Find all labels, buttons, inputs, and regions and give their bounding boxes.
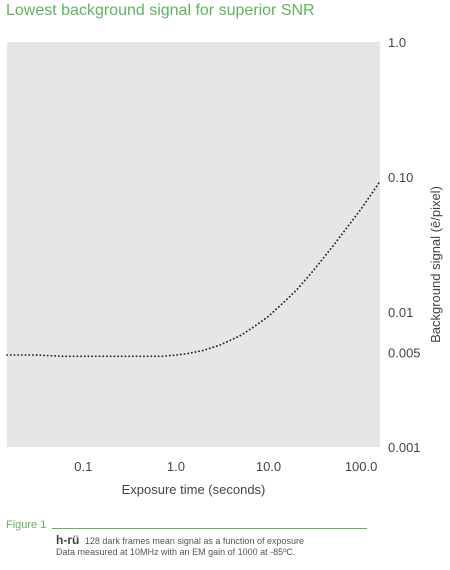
figure-label: Figure 1 — [6, 519, 47, 531]
y-tick-labels: 1.0 0.10 0.01 0.005 0.001 — [388, 35, 421, 455]
x-tick-label: 100.0 — [345, 459, 378, 474]
series-layer — [6, 180, 381, 358]
chart-title: Lowest background signal for superior SN… — [6, 2, 315, 19]
x-axis-title: Exposure time (seconds) — [122, 482, 266, 497]
caption-line-2: Data measured at 10MHz with an EM gain o… — [56, 547, 296, 557]
x-tick-label: 0.1 — [74, 459, 92, 474]
y-tick-label: 1.0 — [388, 35, 406, 50]
caption-line-1: 128 dark frames mean signal as a functio… — [84, 536, 304, 546]
y-tick-label: 0.005 — [388, 346, 421, 361]
brand-logo: h-rü — [56, 533, 80, 547]
x-tick-label: 1.0 — [167, 459, 185, 474]
y-tick-label: 0.10 — [388, 170, 413, 185]
chart: 0.1 1.0 10.0 100.0 1.0 0.10 0.01 0.005 0.001 Ex… — [6, 35, 443, 497]
figure-caption: h-rü 128 dark frames mean signal as a fu… — [56, 533, 304, 558]
y-axis-title: Background signal (ē/pixel) — [428, 186, 443, 343]
y-tick-label: 0.01 — [388, 305, 413, 320]
series-line-0 — [6, 180, 381, 358]
y-tick-label: 0.001 — [388, 440, 421, 455]
x-tick-labels: 0.1 1.0 10.0 100.0 — [74, 459, 377, 474]
plot-area — [7, 42, 380, 447]
figure-divider — [52, 528, 367, 529]
x-tick-label: 10.0 — [256, 459, 281, 474]
